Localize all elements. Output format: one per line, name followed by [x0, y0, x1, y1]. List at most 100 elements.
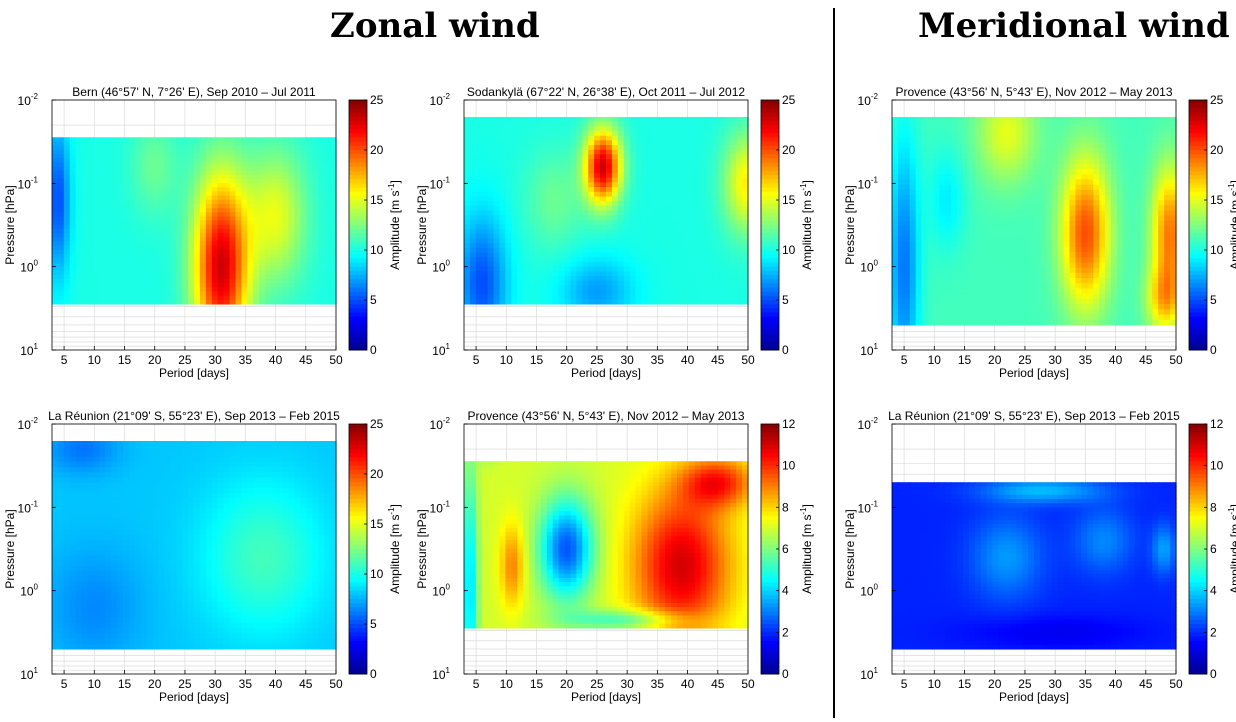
heatmap-cell — [82, 275, 89, 280]
heatmap-cell — [665, 145, 672, 150]
heatmap-cell — [70, 216, 77, 221]
heatmap-cell — [224, 233, 231, 238]
heatmap-cell — [571, 299, 578, 304]
heatmap-cell — [582, 178, 589, 183]
heatmap-cell — [576, 290, 583, 295]
heatmap-cell — [606, 285, 613, 290]
heatmap-cell — [1004, 216, 1011, 222]
heatmap-cell — [188, 212, 195, 217]
heatmap-cell — [318, 187, 325, 192]
colorbar-segment — [349, 150, 367, 155]
heatmap-cell — [999, 315, 1006, 321]
heatmap-cell — [677, 145, 684, 150]
heatmap-cell — [141, 254, 148, 259]
heatmap-cell — [600, 243, 607, 248]
colorbar-segment — [349, 208, 367, 213]
heatmap-cell — [576, 178, 583, 183]
heatmap-cell — [170, 200, 177, 205]
heatmap-cell — [88, 225, 95, 230]
heatmap-cell — [618, 276, 625, 281]
heatmap-cell — [999, 216, 1006, 222]
heatmap-cell — [283, 225, 290, 230]
colorbar-segment — [349, 250, 367, 255]
heatmap-cell — [182, 300, 189, 305]
heatmap-cell — [265, 296, 272, 301]
heatmap-cell — [600, 201, 607, 206]
heatmap-cell — [129, 191, 136, 196]
heatmap-cell — [265, 208, 272, 213]
heatmap-cell — [571, 229, 578, 234]
heatmap-cell — [642, 215, 649, 220]
heatmap-cell — [724, 178, 731, 183]
heatmap-cell — [898, 205, 905, 211]
heatmap-cell — [559, 154, 566, 159]
heatmap-cell — [975, 320, 982, 326]
heatmap-cell — [58, 225, 65, 230]
heatmap-cell — [606, 154, 613, 159]
heatmap-cell — [82, 266, 89, 271]
heatmap-cell — [265, 266, 272, 271]
heatmap-cell — [312, 208, 319, 213]
heatmap-cell — [969, 190, 976, 196]
heatmap-cell — [289, 300, 296, 305]
heatmap-cell — [588, 117, 595, 122]
heatmap-cell — [957, 211, 964, 217]
heatmap-cell — [517, 150, 524, 155]
heatmap-cell — [736, 168, 743, 173]
heatmap-cell — [259, 175, 266, 180]
heatmap-cell — [312, 150, 319, 155]
heatmap-cell — [724, 159, 731, 164]
heatmap-cell — [553, 234, 560, 239]
heatmap-cell — [265, 146, 272, 151]
heatmap-cell — [677, 150, 684, 155]
heatmap-cell — [312, 137, 319, 142]
heatmap-cell — [194, 204, 201, 209]
heatmap-cell — [200, 212, 207, 217]
heatmap-cell — [88, 179, 95, 184]
heatmap-cell — [975, 143, 982, 149]
heatmap-cell — [999, 309, 1006, 315]
colorbar-segment — [349, 258, 367, 263]
heatmap-cell — [52, 229, 59, 234]
heatmap-cell — [470, 182, 477, 187]
heatmap-cell — [718, 267, 725, 272]
heatmap-cell — [176, 287, 183, 292]
heatmap-cell — [529, 201, 536, 206]
heatmap-cell — [265, 246, 272, 251]
heatmap-cell — [194, 229, 201, 234]
heatmap-cell — [922, 190, 929, 196]
heatmap-cell — [957, 205, 964, 211]
heatmap-cell — [212, 175, 219, 180]
heatmap-cell — [600, 206, 607, 211]
heatmap-cell — [642, 253, 649, 258]
heatmap-cell — [200, 258, 207, 263]
heatmap-cell — [464, 271, 471, 276]
heatmap-cell — [58, 250, 65, 255]
heatmap-cell — [159, 254, 166, 259]
heatmap-cell — [624, 178, 631, 183]
heatmap-cell — [164, 191, 171, 196]
heatmap-cell — [933, 190, 940, 196]
panel-provence_zonal: Provence (43°56' N, 5°43' E), Nov 2012 –… — [840, 86, 1236, 398]
heatmap-cell — [318, 246, 325, 251]
heatmap-cell — [241, 233, 248, 238]
heatmap-cell — [559, 178, 566, 183]
colorbar-segment — [761, 117, 779, 122]
heatmap-cell — [289, 254, 296, 259]
heatmap-cell — [594, 234, 601, 239]
heatmap-cell — [547, 229, 554, 234]
heatmap-cell — [111, 300, 118, 305]
heatmap-cell — [945, 179, 952, 185]
heatmap-cell — [975, 148, 982, 154]
heatmap-cell — [517, 243, 524, 248]
heatmap-cell — [933, 226, 940, 232]
heatmap-cell — [606, 131, 613, 136]
heatmap-cell — [76, 196, 83, 201]
heatmap-cell — [582, 136, 589, 141]
heatmap-cell — [164, 141, 171, 146]
heatmap-cell — [963, 278, 970, 284]
heatmap-cell — [671, 281, 678, 286]
heatmap-cell — [212, 258, 219, 263]
heatmap-cell — [993, 148, 1000, 154]
heatmap-cell — [624, 262, 631, 267]
